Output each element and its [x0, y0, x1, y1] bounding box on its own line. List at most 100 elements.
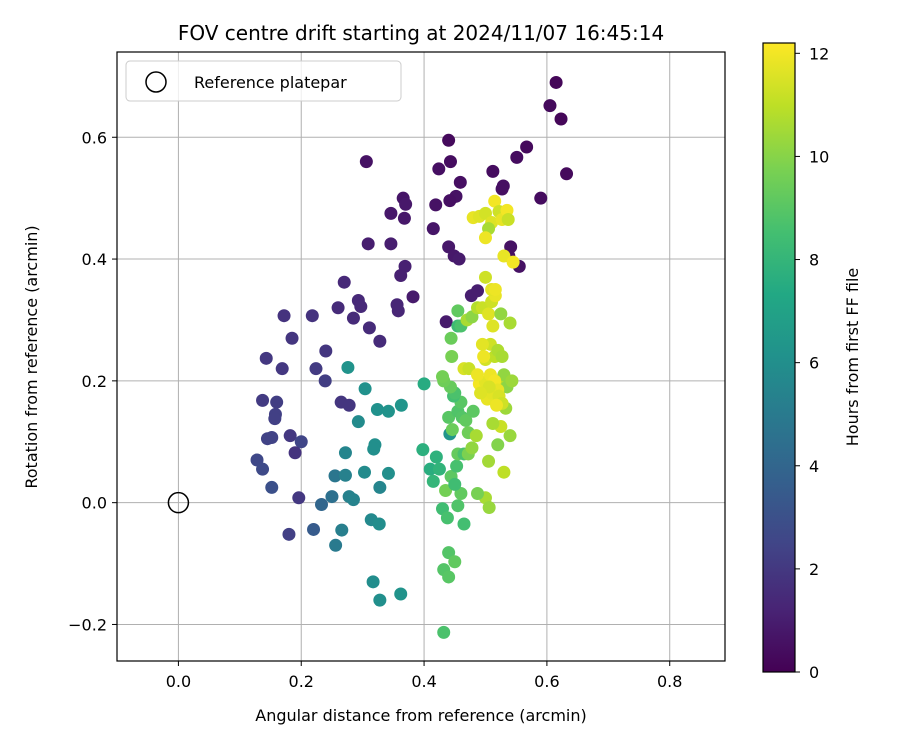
data-point: [399, 197, 413, 211]
data-point: [474, 386, 488, 400]
data-point: [488, 283, 502, 297]
data-point: [259, 351, 273, 365]
data-point: [445, 423, 459, 437]
data-point: [359, 155, 373, 169]
data-point: [439, 483, 453, 497]
data-point: [338, 446, 352, 460]
legend-reference-marker: [145, 71, 167, 93]
data-point: [429, 450, 443, 464]
data-point: [450, 459, 464, 473]
data-point: [486, 319, 500, 333]
y-tick-label: 0.0: [82, 494, 107, 513]
data-point: [358, 382, 372, 396]
x-axis-ticks: 0.0 0.2 0.4 0.6 0.8: [166, 661, 682, 691]
data-point: [494, 307, 508, 321]
data-point: [265, 430, 279, 444]
colorbar-tick-label: 0: [809, 663, 819, 682]
data-point: [482, 501, 496, 515]
data-point: [372, 517, 386, 531]
data-point: [475, 337, 489, 351]
colorbar-gradient: [762, 42, 796, 673]
data-point: [394, 269, 408, 283]
colorbar-tick-label: 4: [809, 457, 819, 476]
y-tick-label: 0.2: [82, 372, 107, 391]
data-point: [497, 465, 511, 479]
data-point: [471, 284, 485, 298]
data-point: [482, 307, 496, 321]
colorbar-tick-label: 10: [809, 147, 829, 166]
data-point: [454, 487, 468, 501]
data-point: [331, 301, 345, 315]
data-point: [294, 435, 308, 449]
data-point: [275, 362, 289, 376]
data-point: [488, 194, 502, 208]
colorbar-tick-label: 8: [809, 251, 819, 270]
data-point: [477, 350, 491, 363]
data-point: [406, 290, 420, 304]
x-tick-label: 0.6: [534, 672, 559, 691]
data-point: [270, 395, 284, 409]
colorbar-ticks: 0 2 4 6 8 10 12: [795, 44, 829, 682]
data-point: [448, 555, 462, 569]
data-point: [423, 462, 437, 476]
data-point: [361, 237, 375, 251]
data-point: [426, 222, 440, 236]
data-point: [442, 570, 456, 584]
data-point: [443, 194, 457, 208]
y-tick-label: −0.2: [68, 615, 107, 634]
legend-label-reference: Reference platepar: [194, 73, 347, 92]
data-point: [373, 480, 387, 494]
data-point: [442, 133, 456, 147]
data-point: [315, 497, 329, 511]
data-point: [305, 309, 319, 323]
data-point: [318, 374, 332, 388]
data-point: [491, 438, 505, 452]
data-point: [495, 182, 509, 196]
data-point: [397, 211, 411, 225]
data-point: [459, 413, 473, 427]
data-point: [482, 454, 496, 468]
legend: Reference platepar: [125, 60, 402, 102]
data-point: [283, 429, 297, 443]
data-point: [354, 300, 368, 314]
data-point: [328, 469, 342, 483]
data-point: [366, 575, 380, 589]
data-point: [337, 275, 351, 289]
x-tick-label: 0.0: [166, 672, 191, 691]
x-tick-label: 0.4: [411, 672, 436, 691]
y-tick-label: 0.6: [82, 128, 107, 147]
colorbar-tick-label: 2: [809, 560, 819, 579]
data-point: [309, 362, 323, 376]
colorbar-tick-label: 12: [809, 44, 829, 63]
data-point: [486, 164, 500, 178]
data-points: [250, 75, 574, 639]
data-point: [554, 112, 568, 126]
colorbar: 0 2 4 6 8 10 12 Hours from first FF file: [762, 42, 862, 682]
data-point: [510, 150, 524, 164]
y-axis-ticks: −0.2 0.0 0.2 0.4 0.6: [68, 128, 117, 634]
data-point: [384, 206, 398, 220]
data-point: [362, 321, 376, 335]
data-point: [445, 350, 459, 363]
colorbar-label: Hours from first FF file: [843, 268, 862, 447]
data-point: [370, 402, 384, 416]
data-point: [432, 462, 446, 476]
data-point: [292, 491, 306, 505]
data-point: [341, 360, 355, 374]
y-axis-label: Rotation from reference (arcmin): [22, 225, 41, 488]
data-point: [443, 155, 457, 169]
legend-box: [125, 60, 402, 102]
data-point: [416, 443, 430, 457]
data-point: [439, 315, 453, 329]
chart-title: FOV centre drift starting at 2024/11/07 …: [178, 21, 664, 45]
data-point: [391, 304, 405, 318]
data-point: [451, 304, 465, 318]
data-point: [534, 191, 548, 205]
data-point: [471, 368, 485, 382]
data-point: [451, 499, 465, 513]
data-point: [426, 474, 440, 488]
data-point: [342, 398, 356, 412]
data-point: [495, 350, 509, 363]
data-point: [520, 140, 534, 154]
